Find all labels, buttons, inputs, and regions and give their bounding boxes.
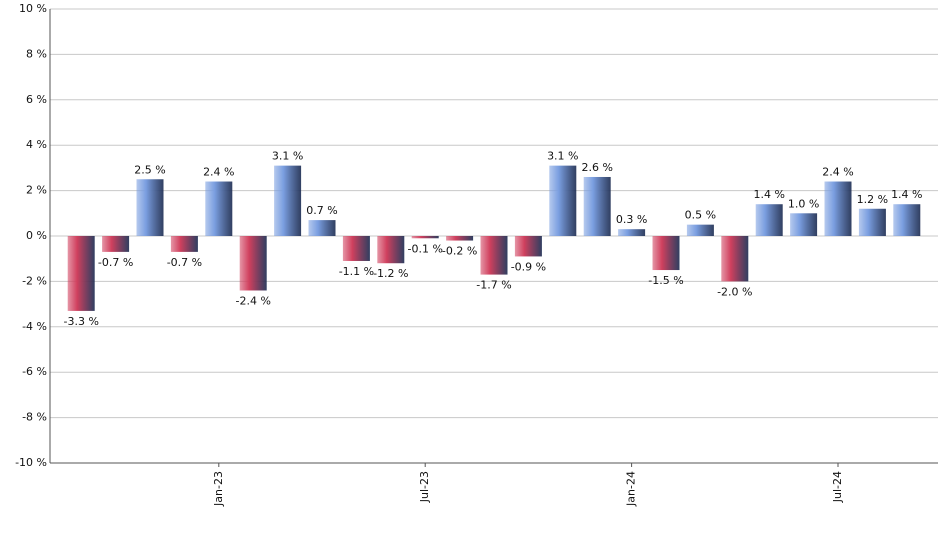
y-tick-label: 10 % — [19, 2, 47, 15]
y-tick-label: 0 % — [26, 229, 47, 242]
value-label: 2.6 % — [581, 161, 612, 174]
y-tick-label: 6 % — [26, 93, 47, 106]
bar — [205, 181, 233, 236]
bar — [446, 236, 474, 241]
value-label: -0.1 % — [407, 242, 442, 255]
value-label: 2.4 % — [822, 166, 853, 179]
bar — [824, 181, 852, 236]
bar — [721, 236, 749, 282]
value-label: 1.0 % — [788, 197, 819, 210]
x-tick-label: Jan-23 — [212, 471, 225, 507]
x-tick-label: Jul-24 — [831, 471, 844, 503]
value-label: 1.4 % — [753, 188, 784, 201]
bar — [411, 236, 439, 239]
bar — [790, 213, 818, 236]
value-label: -3.3 % — [63, 315, 98, 328]
bar — [67, 236, 95, 311]
value-label: -1.2 % — [373, 267, 408, 280]
value-label: -1.1 % — [339, 265, 374, 278]
value-label: -0.7 % — [98, 256, 133, 269]
bar — [102, 236, 130, 252]
bar — [342, 236, 370, 261]
value-label: -0.7 % — [167, 256, 202, 269]
bar — [583, 176, 611, 236]
value-label: 0.3 % — [616, 213, 647, 226]
bar — [652, 236, 680, 271]
y-tick-label: 4 % — [26, 138, 47, 151]
value-label: -2.4 % — [235, 294, 270, 307]
y-tick-label: -4 % — [22, 320, 47, 333]
bar — [549, 165, 577, 236]
value-label: -0.2 % — [442, 245, 477, 258]
value-label: 3.1 % — [272, 150, 303, 163]
bar — [618, 229, 646, 236]
bar — [858, 208, 886, 236]
y-tick-label: -10 % — [15, 456, 47, 469]
value-label: 2.5 % — [134, 163, 165, 176]
bar — [377, 236, 405, 264]
bar — [274, 165, 302, 236]
bar — [136, 179, 164, 236]
bar — [170, 236, 198, 252]
bar — [893, 204, 921, 236]
bar — [686, 224, 714, 236]
value-label: -2.0 % — [717, 285, 752, 298]
bar — [239, 236, 267, 291]
value-label: 2.4 % — [203, 166, 234, 179]
bar — [308, 220, 336, 236]
y-tick-label: -6 % — [22, 365, 47, 378]
value-label: -1.7 % — [476, 279, 511, 292]
value-label: 1.4 % — [891, 188, 922, 201]
value-label: 1.2 % — [857, 193, 888, 206]
x-tick-label: Jan-24 — [625, 471, 638, 507]
value-label: 3.1 % — [547, 150, 578, 163]
bar — [514, 236, 542, 257]
value-label: -0.9 % — [511, 260, 546, 273]
bar — [755, 204, 783, 236]
y-tick-label: -2 % — [22, 274, 47, 287]
y-tick-label: 8 % — [26, 47, 47, 60]
value-label: -1.5 % — [648, 274, 683, 287]
y-tick-label: -8 % — [22, 411, 47, 424]
y-tick-label: 2 % — [26, 184, 47, 197]
x-tick-label: Jul-23 — [418, 471, 431, 503]
value-label: 0.5 % — [685, 209, 716, 222]
bar — [480, 236, 508, 275]
value-label: 0.7 % — [306, 204, 337, 217]
